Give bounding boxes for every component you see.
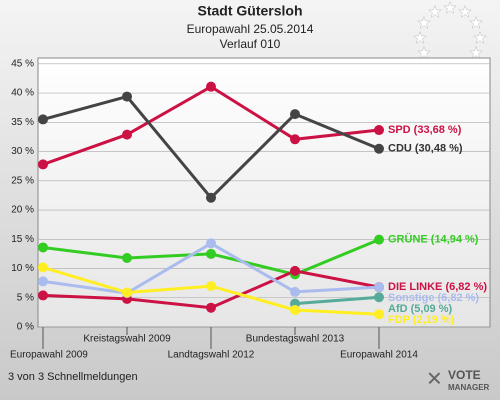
end-label: AfD (5,09 %) [388,303,453,315]
star [469,45,483,59]
logo-text: VOTE [448,368,481,382]
end-label: FDP (2,19 %) [388,314,455,326]
series-line [294,295,380,306]
data-point [38,262,48,273]
end-label: Sonstige (6,82 %) [388,292,479,304]
data-point [374,143,384,154]
data-point [38,159,48,170]
data-point [122,129,132,140]
star [458,4,472,18]
data-point [374,282,384,293]
y-tick-label: 25 % [11,175,34,186]
data-point [38,290,48,301]
chart-subtitle: Verlauf 010 [220,37,281,51]
data-point [38,276,48,287]
y-tick-label: 40 % [11,88,34,99]
data-point [38,242,48,253]
star [473,30,487,44]
footer: 3 von 3 Schnellmeldungen [8,371,138,383]
y-tick-label: 20 % [11,205,34,216]
chart-title: Stadt Gütersloh [197,3,302,19]
y-tick-label: 10 % [11,263,34,274]
data-point [38,114,48,125]
x-tick-label: Landtagswahl 2012 [168,350,255,361]
data-point [290,109,300,120]
end-label: GRÜNE (14,94 %) [388,233,479,246]
x-tick-label: Bundestagswahl 2013 [246,334,345,345]
y-tick-label: 5 % [17,292,34,303]
data-point [374,309,384,320]
logo: ✕ VOTE MANAGER [426,368,490,392]
star [417,15,431,29]
data-point [374,292,384,303]
data-point [206,192,216,203]
end-label: SPD (33,68 %) [388,124,462,136]
y-tick-label: 30 % [11,146,34,157]
data-point [374,125,384,136]
end-label: CDU (30,48 %) [388,143,463,155]
data-point [290,265,300,276]
y-tick-label: 35 % [11,117,34,128]
data-point [206,81,216,92]
x-tick-label: Europawahl 2014 [340,350,418,361]
data-point [122,252,132,263]
x-tick-label: Europawahl 2009 [10,350,88,361]
data-point [290,134,300,145]
data-point [122,287,132,298]
y-tick-label: 15 % [11,234,34,245]
logo-text: MANAGER [448,383,490,392]
chart-subtitle: Europawahl 25.05.2014 [187,22,314,36]
plot-area [37,57,491,328]
data-point [290,305,300,316]
y-tick-label: 45 % [11,58,34,69]
y-tick-label: 0 % [17,322,34,333]
star [428,4,442,18]
data-point [122,91,132,102]
data-point [206,248,216,259]
star [417,45,431,59]
star [469,15,483,29]
data-point [206,281,216,292]
data-point [374,234,384,245]
star [443,0,457,14]
data-point [290,286,300,297]
star [413,30,427,44]
data-point [206,302,216,313]
end-label: DIE LINKE (6,82 %) [388,281,487,293]
x-tick-label: Kreistagswahl 2009 [83,334,171,345]
logo-mark: ✕ [426,368,443,390]
data-point [206,238,216,249]
